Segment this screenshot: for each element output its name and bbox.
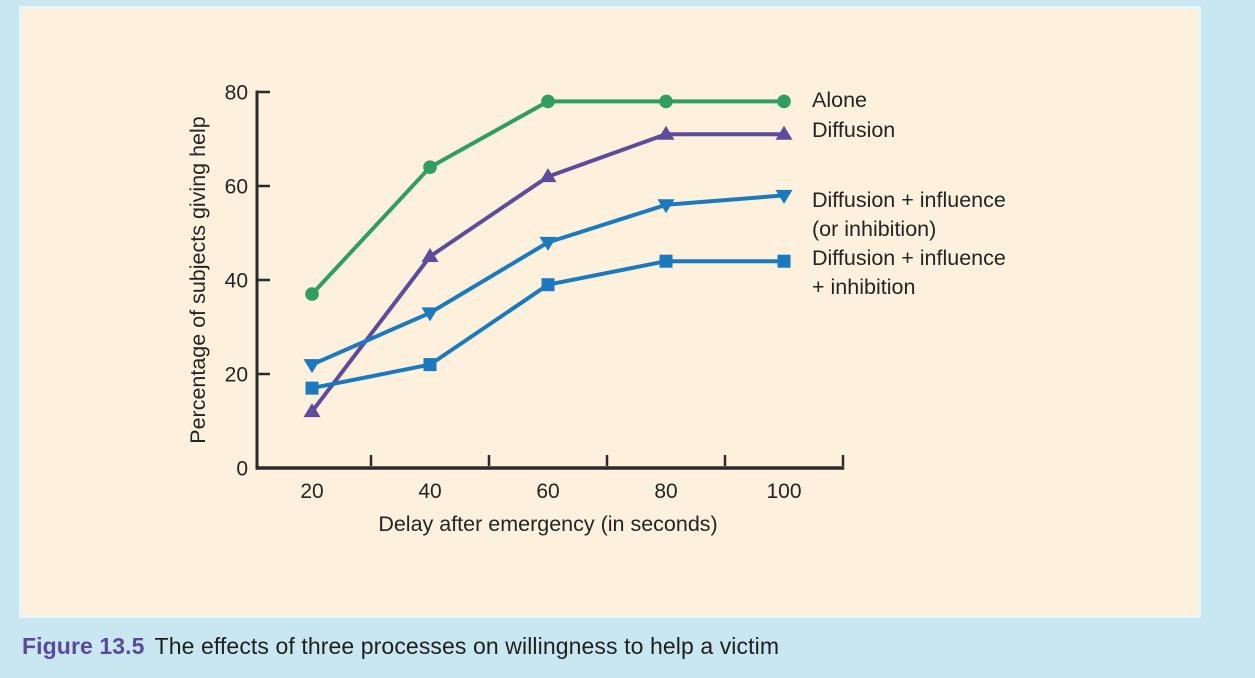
data-point-marker-diffusion-influence-inhibition [659, 254, 673, 268]
y-tick-label: 80 [225, 82, 248, 105]
legend-label: Diffusion + influence [812, 188, 1006, 212]
data-point-marker-diffusion [657, 125, 675, 140]
data-point-marker-diffusion-influence-inhibition [777, 254, 791, 268]
x-tick-label: 20 [300, 480, 323, 503]
series-line-alone [310, 99, 784, 296]
line-chart: 0 20 40 60 80 20 40 60 80 100 Delay after emergenc… [186, 82, 1006, 537]
figure-caption: Figure 13.5 The effects of three processe… [22, 631, 779, 661]
legend-label: Diffusion [812, 118, 895, 142]
y-tick-label: 40 [225, 270, 248, 293]
data-point-marker-diffusion [539, 168, 557, 183]
y-tick-label: 20 [225, 364, 248, 387]
x-tick-label: 60 [536, 480, 559, 503]
figure-panel: 0 20 40 60 80 20 40 60 80 100 Delay after emergenc… [22, 9, 1198, 615]
data-point-marker-diffusion-influence-inhibition [541, 278, 555, 292]
legend-label: + inhibition [812, 275, 915, 299]
data-point-marker-diffusion-influence-or-inhibition [421, 307, 439, 322]
data-point-marker-diffusion-influence-or-inhibition [539, 236, 557, 251]
data-point-marker-diffusion [421, 248, 439, 262]
data-point-marker-alone [777, 94, 791, 109]
data-point-marker-diffusion-influence-inhibition [305, 381, 319, 395]
data-point-marker-diffusion-influence-or-inhibition [775, 189, 793, 204]
data-point-marker-diffusion-influence-or-inhibition [657, 199, 675, 214]
data-point-marker-diffusion-influence-inhibition [423, 358, 437, 372]
data-point-marker-alone [305, 287, 319, 301]
legend-label: Diffusion + influence [812, 246, 1006, 270]
data-point-marker-alone [541, 94, 555, 109]
data-point-marker-diffusion [775, 125, 793, 140]
y-tick-label: 0 [236, 458, 248, 481]
caption-text: The effects of three processes on willin… [154, 633, 780, 659]
y-axis-title: Percentage of subjects giving help [186, 116, 210, 444]
data-point-marker-diffusion-influence-or-inhibition [303, 359, 321, 374]
x-tick-label: 80 [654, 480, 677, 503]
x-axis-title: Delay after emergency (in seconds) [378, 512, 717, 536]
data-point-marker-diffusion [303, 403, 321, 418]
data-point-marker-alone [659, 94, 673, 109]
legend-label: (or inhibition) [812, 217, 936, 241]
y-tick-label: 60 [225, 176, 248, 199]
data-point-marker-alone [423, 160, 437, 174]
legend-label: Alone [812, 88, 867, 112]
caption-label: Figure 13.5 [22, 633, 145, 659]
x-tick-label: 100 [766, 480, 801, 503]
x-tick-label: 40 [418, 480, 441, 503]
